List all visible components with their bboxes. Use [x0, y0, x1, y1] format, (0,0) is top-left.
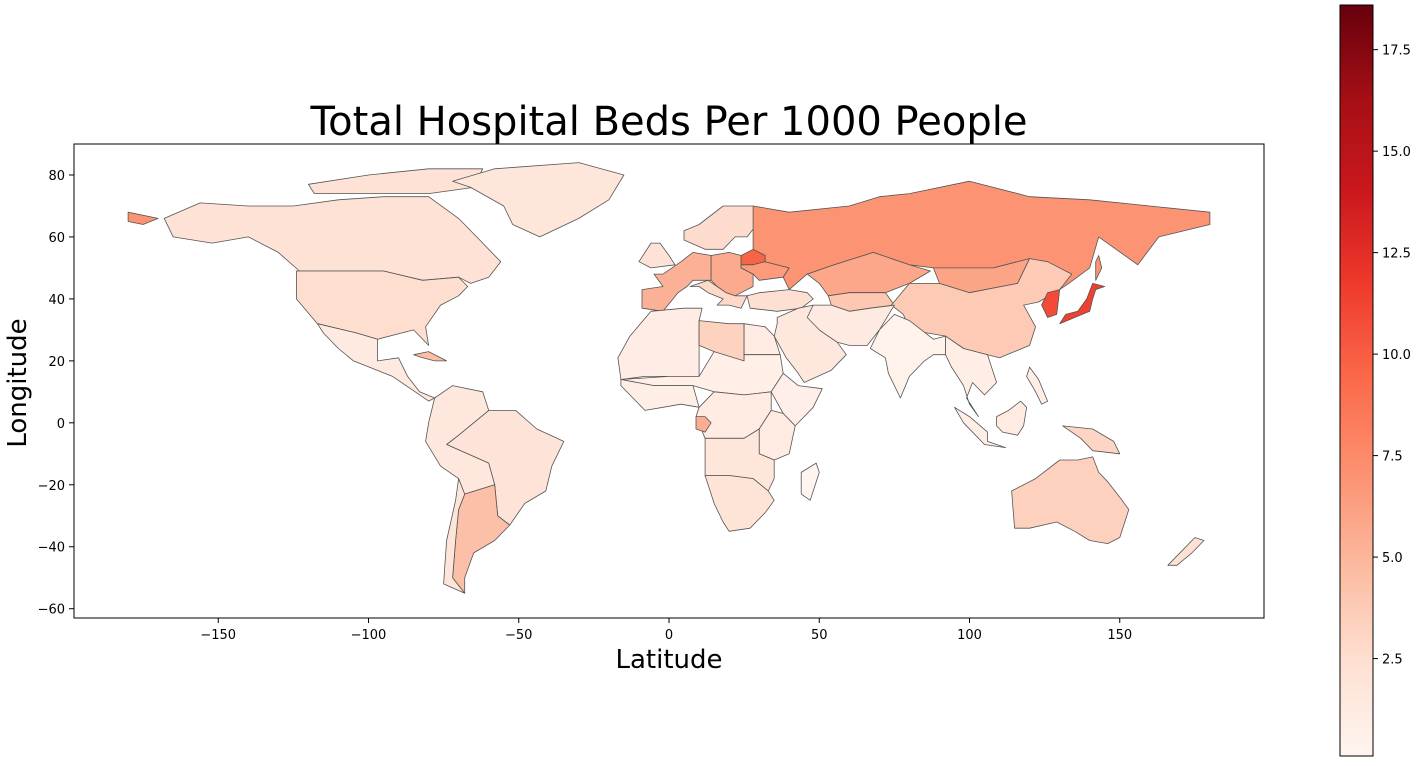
colorbar-tick-label: 10.0 [1382, 348, 1411, 363]
y-tick-label: 80 [48, 169, 65, 184]
x-axis-ticks: −150 −100 −50 0 50 100 150 [200, 618, 1132, 643]
x-tick-label: 100 [957, 628, 982, 643]
country-new-zealand [1167, 537, 1205, 566]
country-greenland [452, 162, 625, 238]
y-tick-label: 60 [48, 231, 65, 246]
y-tick-label: 40 [48, 293, 65, 308]
colorbar-tick-label: 15.0 [1382, 145, 1411, 160]
x-tick-label: 50 [811, 628, 828, 643]
x-tick-label: 0 [665, 628, 673, 643]
colorbar-tick-label: 5.0 [1382, 551, 1403, 566]
y-tick-label: −40 [38, 541, 65, 556]
country-cuba [413, 351, 448, 362]
chart-title: Total Hospital Beds Per 1000 People [310, 99, 1028, 145]
country-india [869, 313, 946, 399]
country-borneo [996, 400, 1027, 436]
y-axis-label: Longitude [3, 318, 33, 447]
country-west-africa [620, 379, 700, 411]
colorbar-tick-label: 12.5 [1382, 247, 1411, 262]
country-iran-afghanistan [806, 304, 895, 346]
country-gabon [695, 416, 712, 433]
y-tick-label: −20 [38, 479, 65, 494]
y-tick-label: 0 [57, 417, 65, 432]
x-axis-label: Latitude [615, 645, 722, 675]
country-southeast-asia [945, 335, 997, 418]
country-indonesia-west [954, 406, 1006, 449]
x-tick-label: −100 [351, 628, 387, 643]
colorbar-tick-label: 2.5 [1382, 653, 1403, 668]
country-madagascar [800, 462, 820, 501]
country-sakhalin [1095, 255, 1103, 281]
colorbar [1339, 4, 1374, 757]
colorbar-ticks: 2.5 5.0 7.5 10.0 12.5 15.0 17.5 [1373, 44, 1411, 668]
country-korea [1041, 289, 1061, 318]
country-shapes [127, 162, 1211, 594]
x-tick-label: 150 [1107, 628, 1132, 643]
y-tick-label: 20 [48, 355, 65, 370]
country-philippines [1026, 366, 1048, 405]
x-tick-label: −150 [200, 628, 236, 643]
country-new-guinea [1062, 425, 1121, 455]
country-italy-balkans [689, 279, 748, 309]
country-japan [1059, 282, 1106, 325]
country-canada-alaska [163, 196, 502, 284]
country-australia [1011, 456, 1130, 544]
country-andes [425, 385, 496, 495]
country-chile [443, 478, 466, 594]
x-tick-label: −50 [505, 628, 532, 643]
country-horn-of-africa [770, 372, 823, 427]
country-egypt [743, 323, 781, 356]
country-sahel-sudan [620, 351, 784, 396]
country-southern-africa [704, 475, 775, 532]
colorbar-tick-label: 7.5 [1382, 450, 1403, 465]
country-chukotka [127, 211, 159, 225]
country-uk-ireland [638, 242, 676, 269]
country-caucasus-turkey [746, 289, 814, 312]
y-tick-label: −60 [38, 603, 65, 618]
y-axis-ticks: 80 60 40 20 0 −20 −40 −60 [38, 169, 74, 618]
colorbar-tick-label: 17.5 [1382, 44, 1411, 59]
